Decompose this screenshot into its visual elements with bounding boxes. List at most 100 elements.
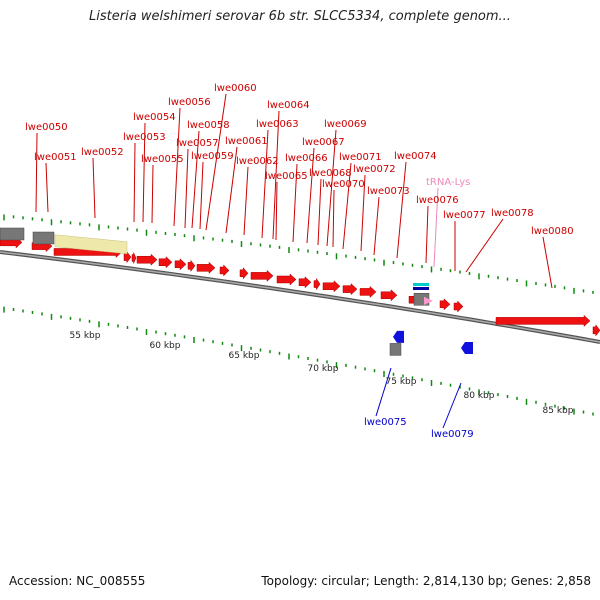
forward-gene-arrow (322, 280, 341, 293)
leader-line (272, 110, 280, 240)
gene-labels: lwe0050 lwe0051 lwe0052 lwe0053 lwe0054 lwe00… (25, 83, 574, 440)
leader-line (151, 164, 154, 224)
gene-label: lwe0060 (214, 83, 257, 94)
leader-line (292, 163, 298, 243)
kbp-label: 65 kbp (229, 351, 260, 361)
gene-label: lwe0065 (265, 171, 308, 182)
gene-label: lwe0053 (123, 132, 166, 143)
kbp-scale-labels: 55 kbp 60 kbp 65 kbp 70 kbp 75 kbp 80 kbp 85 k… (70, 331, 574, 416)
gene-label: lwe0063 (256, 119, 299, 130)
backbone-line (0, 250, 600, 344)
leader-line (442, 382, 462, 429)
gene-label: lwe0056 (168, 97, 211, 108)
gene-label: lwe0070 (322, 179, 365, 190)
kbp-label: 60 kbp (150, 341, 181, 351)
gene-label: lwe0079 (431, 429, 474, 440)
gene-label: lwe0069 (324, 119, 367, 130)
leader-line (92, 157, 96, 219)
tick-rings (3, 214, 594, 416)
forward-gene-arrow (174, 258, 187, 271)
forward-gene-arrow (136, 253, 158, 266)
forward-gene-arrow (158, 256, 173, 269)
leader-line (243, 166, 249, 236)
leader-line (142, 122, 146, 223)
leader-line (275, 181, 278, 241)
gene-label: lwe0050 (25, 122, 68, 133)
grey-feature-block (389, 343, 402, 356)
leader-line (465, 218, 504, 273)
leader-line (373, 196, 380, 256)
leader-line (184, 148, 189, 229)
gene-label: lwe0059 (191, 151, 234, 162)
gene-label: lwe0061 (225, 136, 268, 147)
leader-line (317, 178, 322, 246)
leader-line (261, 129, 269, 239)
leader-line (306, 147, 315, 244)
gene-label: lwe0057 (176, 138, 219, 149)
forward-gene-arrow (342, 283, 358, 296)
gene-label: lwe0055 (141, 154, 184, 165)
leader-line (326, 129, 337, 247)
reverse-gene-arrow (393, 330, 404, 343)
forward-gene-arrow (313, 277, 321, 291)
feature-track (0, 227, 600, 356)
leader-line (332, 189, 335, 248)
yellow-feature-block (54, 234, 128, 255)
leader-line (205, 93, 227, 231)
forward-gene-arrow (276, 273, 297, 286)
gene-label: lwe0074 (394, 151, 437, 162)
rrna-bar (413, 283, 429, 286)
gene-label: lwe0051 (34, 152, 77, 163)
backbone-highlight (0, 251, 600, 343)
label-leaders (35, 93, 553, 429)
leader-line (433, 187, 439, 268)
forward-gene-arrow (131, 252, 137, 264)
gene-label: lwe0052 (81, 147, 124, 158)
leader-line (542, 236, 553, 289)
leader-line (225, 146, 238, 234)
forward-gene-arrow (439, 298, 451, 311)
gene-label: lwe0064 (267, 100, 310, 111)
leader-line (199, 161, 204, 230)
leader-line (425, 205, 429, 264)
leader-line (191, 130, 200, 229)
leader-line (133, 142, 136, 223)
grey-feature-block (32, 231, 55, 245)
gene-label: lwe0073 (367, 186, 410, 197)
map-title: Listeria welshimeri serovar 6b str. SLCC… (89, 9, 511, 24)
gene-label: lwe0072 (353, 164, 396, 175)
forward-gene-arrow (495, 314, 591, 327)
forward-gene-arrow (453, 300, 464, 313)
gene-label: lwe0080 (531, 226, 574, 237)
gene-label: lwe0068 (309, 168, 352, 179)
gene-label: lwe0076 (416, 195, 459, 206)
leader-line (173, 107, 181, 227)
gene-label: lwe0058 (187, 120, 230, 131)
reverse-gene-arrow (461, 341, 473, 354)
forward-gene-arrow (592, 324, 600, 337)
kbp-label: 80 kbp (464, 391, 495, 401)
leader-line (35, 132, 38, 213)
leader-line (342, 162, 352, 250)
rrna-bar (413, 287, 429, 290)
gene-label: lwe0071 (339, 152, 382, 163)
forward-gene-arrow (219, 264, 230, 277)
topology-summary: Topology: circular; Length: 2,814,130 bp… (261, 574, 591, 588)
forward-gene-arrow (196, 261, 216, 274)
kbp-label: 75 kbp (386, 377, 417, 387)
forward-gene-arrow (298, 276, 312, 289)
gene-label: tRNA-Lys (426, 177, 470, 188)
gene-label: lwe0066 (285, 153, 328, 164)
gene-label: lwe0062 (236, 156, 279, 167)
kbp-label: 70 kbp (308, 364, 339, 374)
accession-text: Accession: NC_008555 (9, 574, 146, 588)
leader-line (375, 367, 392, 417)
forward-gene-arrow (239, 267, 249, 280)
forward-gene-arrow (380, 289, 398, 302)
forward-gene-arrow (359, 285, 377, 298)
gene-label: lwe0077 (443, 210, 486, 221)
kbp-label: 85 kbp (543, 406, 574, 416)
gene-label: lwe0078 (491, 208, 534, 219)
forward-gene-arrow (250, 269, 274, 282)
